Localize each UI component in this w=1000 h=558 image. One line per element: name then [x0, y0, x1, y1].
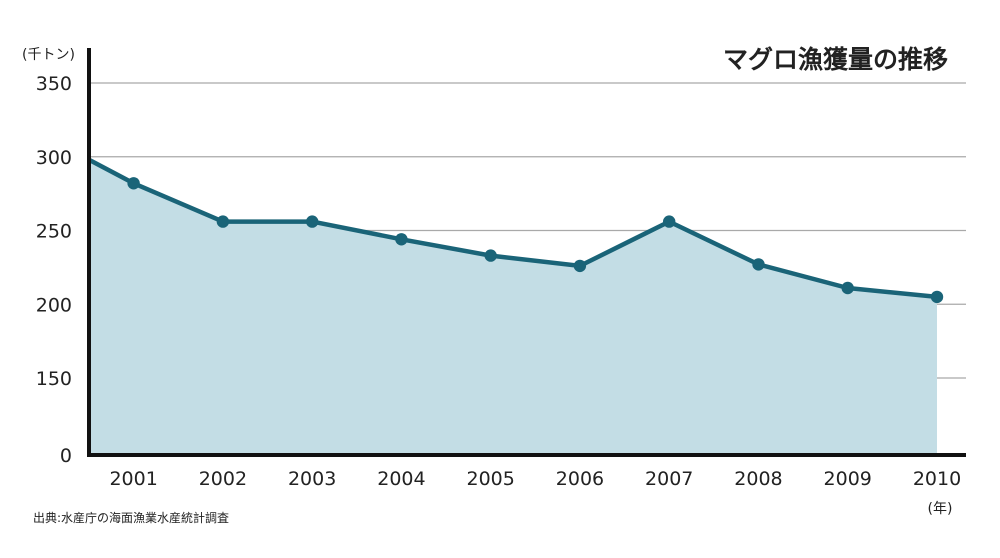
y-tick-label: 0: [60, 445, 72, 467]
data-point-2003: [306, 215, 319, 228]
data-point-2001: [127, 177, 140, 190]
data-point-2007: [663, 215, 676, 228]
data-point-2010: [930, 290, 944, 304]
x-tick-label: 2007: [645, 468, 693, 490]
data-point-2004: [395, 233, 408, 246]
area-fill: [89, 159, 937, 455]
data-points: [127, 177, 944, 304]
x-tick-label: 2003: [288, 468, 336, 490]
x-tick-label: 2009: [824, 468, 872, 490]
x-tick-label: 2008: [734, 468, 782, 490]
chart-title: マグロ漁獲量の推移: [722, 45, 948, 74]
x-tick-label: 2001: [109, 468, 157, 490]
data-point-2005: [484, 249, 497, 262]
x-axis-unit: (年): [927, 501, 953, 517]
y-axis-unit: (千トン): [22, 47, 75, 63]
data-point-2008: [752, 258, 765, 271]
x-tick-labels: 2001 2002 2003 2004 2005 2006 2007 2008 2009 2010: [109, 468, 961, 490]
y-tick-label: 250: [36, 221, 72, 243]
y-tick-label: 150: [36, 368, 72, 390]
x-tick-label: 2004: [377, 468, 425, 490]
data-point-2002: [216, 215, 230, 228]
y-tick-label: 300: [36, 147, 72, 169]
x-tick-label: 2006: [556, 468, 604, 490]
x-tick-label: 2002: [199, 468, 247, 490]
data-point-2006: [573, 259, 587, 273]
y-tick-labels: 350 300 250 200 150 0: [36, 73, 72, 467]
y-tick-label: 350: [36, 73, 72, 95]
x-tick-label: 2010: [913, 468, 961, 490]
source-note: 出典:水産庁の海面漁業水産統計調査: [33, 511, 230, 525]
y-tick-label: 200: [36, 294, 72, 316]
x-tick-label: 2005: [467, 468, 515, 490]
data-point-2009: [841, 281, 854, 295]
